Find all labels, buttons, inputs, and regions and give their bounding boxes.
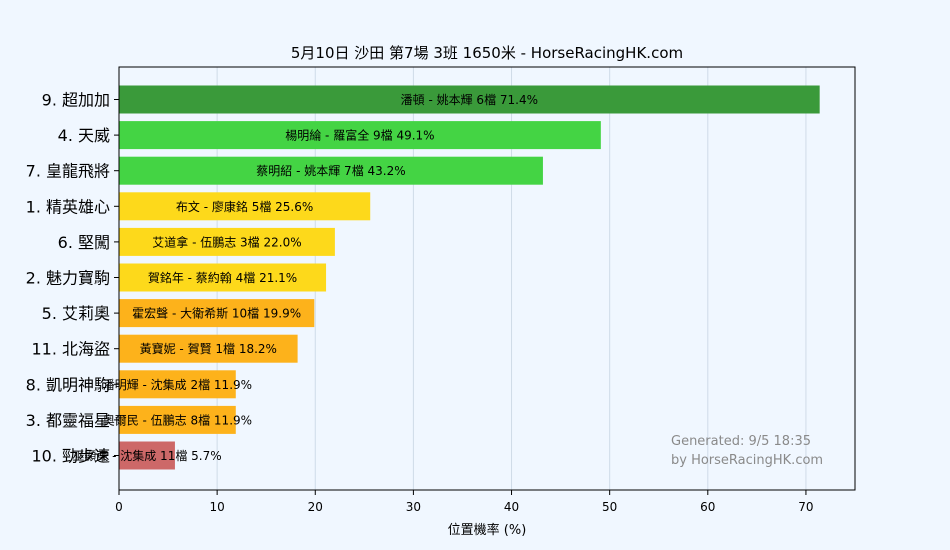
bar-label-9: 潘明輝 - 沈集成 2檔 11.9%	[103, 377, 252, 392]
bars	[119, 85, 820, 470]
bar-8	[119, 334, 298, 363]
bar-5	[119, 227, 335, 256]
x-axis-label: 位置機率 (%)	[448, 522, 527, 538]
bar-2	[119, 121, 601, 150]
y-tick-label-5: 6. 堅闖	[58, 233, 110, 252]
bar-label-4: 布文 - 廖康銘 5檔 25.6%	[176, 199, 313, 214]
y-tick-label-10: 3. 都靈福星	[26, 411, 110, 430]
plot-frame	[118, 66, 856, 491]
y-tick-label-1: 9. 超加加	[42, 91, 110, 110]
x-tick-label-20: 20	[308, 500, 323, 514]
x-axis-ticks: 0 10 20 30 40 50 60 70	[115, 490, 814, 514]
x-tick-label-60: 60	[700, 500, 715, 514]
watermark-generated: Generated: 9/5 18:35	[671, 434, 811, 449]
bar-label-6: 賀銘年 - 蔡約翰 4檔 21.1%	[148, 270, 297, 285]
y-tick-label-7: 5. 艾莉奧	[42, 304, 110, 323]
y-tick-label-3: 7. 皇龍飛將	[26, 162, 110, 181]
bar-4	[119, 192, 371, 221]
bar-9	[119, 370, 236, 399]
x-tick-label-10: 10	[209, 500, 224, 514]
bar-labels: 潘頓 - 姚本輝 6檔 71.4% 楊明綸 - 羅富全 9檔 49.1% 蔡明紹 -…	[72, 93, 538, 463]
bar-3	[119, 156, 543, 185]
bar-7	[119, 299, 315, 328]
bar-label-10: 奧爾民 - 伍鵬志 8檔 11.9%	[103, 413, 252, 427]
x-tick-label-70: 70	[798, 500, 813, 514]
bar-label-11: 巫顯東 - 沈集成 11檔 5.7%	[72, 448, 221, 463]
bar-11	[119, 441, 175, 470]
bar-label-7: 霍宏聲 - 大衛希斯 10檔 19.9%	[132, 306, 301, 321]
y-tick-label-11: 10. 勁步速	[31, 447, 110, 466]
bar-label-5: 艾道拿 - 伍鵬志 3檔 22.0%	[152, 234, 301, 249]
bar-1	[119, 85, 820, 114]
x-tick-label-0: 0	[115, 500, 123, 514]
bar-label-1: 潘頓 - 姚本輝 6檔 71.4%	[401, 93, 538, 107]
bar-10	[119, 405, 236, 434]
chart-title: 5月10日 沙田 第7場 3班 1650米 - HorseRacingHK.co…	[291, 44, 683, 62]
x-tick-label-30: 30	[406, 500, 421, 514]
y-tick-label-2: 4. 天威	[58, 126, 110, 145]
bar-label-3: 蔡明紹 - 姚本輝 7檔 43.2%	[256, 164, 405, 178]
y-tick-label-6: 2. 魅力寶駒	[26, 269, 110, 288]
y-axis-labels: 9. 超加加 4. 天威 7. 皇龍飛將 1. 精英雄心 6. 堅闖 2. 魅力寶駒 5. …	[26, 91, 119, 466]
bar-label-2: 楊明綸 - 羅富全 9檔 49.1%	[285, 128, 434, 143]
bar-6	[119, 263, 327, 292]
x-tick-label-50: 50	[602, 500, 617, 514]
x-tick-label-40: 40	[504, 500, 519, 514]
y-tick-label-9: 8. 凱明神駒	[26, 375, 110, 394]
bar-label-8: 黃寶妮 - 賀賢 1檔 18.2%	[140, 341, 277, 356]
watermark-site: by HorseRacingHK.com	[671, 453, 823, 468]
y-tick-label-4: 1. 精英雄心	[26, 197, 110, 216]
y-tick-label-8: 11. 北海盜	[31, 340, 110, 359]
